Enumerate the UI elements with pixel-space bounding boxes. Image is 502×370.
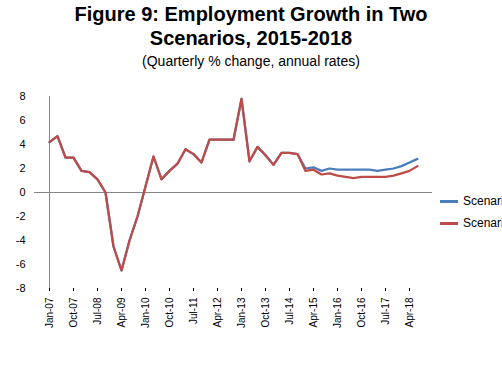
svg-text:-2: -2: [16, 210, 26, 222]
svg-text:Apr-12: Apr-12: [212, 297, 223, 327]
svg-text:Jul-08: Jul-08: [92, 297, 103, 325]
svg-text:Apr-18: Apr-18: [404, 297, 415, 327]
svg-text:Jul-14: Jul-14: [284, 297, 295, 325]
svg-text:-6: -6: [16, 258, 26, 270]
svg-text:Oct-13: Oct-13: [260, 297, 271, 327]
svg-text:Oct-10: Oct-10: [164, 297, 175, 327]
html-text:(Quarterly % change, annual ra: (Quarterly % change, annual rates): [142, 53, 360, 69]
svg-text:4: 4: [19, 138, 25, 150]
svg-text:-8: -8: [16, 282, 26, 294]
html-text:Figure 9: Employment Growth in: Figure 9: Employment Growth in Two Scena…: [74, 3, 428, 49]
svg-text:Apr-09: Apr-09: [116, 297, 127, 327]
svg-text:Oct-16: Oct-16: [356, 297, 367, 327]
svg-text:Jan-13: Jan-13: [236, 297, 247, 328]
svg-text:Jul-11: Jul-11: [188, 297, 199, 324]
svg-text:6: 6: [19, 114, 25, 126]
svg-text:2: 2: [19, 162, 25, 174]
svg-text:8: 8: [19, 90, 25, 102]
svg-text:Jan-07: Jan-07: [44, 297, 55, 328]
svg-text:-4: -4: [16, 234, 26, 246]
svg-text:Apr-15: Apr-15: [308, 297, 319, 327]
svg-text:Jul-17: Jul-17: [380, 297, 391, 325]
svg-text:Oct-07: Oct-07: [68, 297, 79, 327]
svg-text:0: 0: [19, 186, 25, 198]
svg-text:Jan-10: Jan-10: [140, 297, 151, 328]
svg-text:Jan-16: Jan-16: [332, 297, 343, 328]
